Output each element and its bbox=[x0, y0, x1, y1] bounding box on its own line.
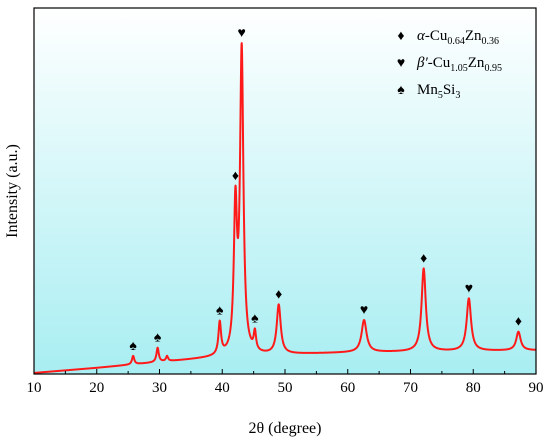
legend-marker: ♠ bbox=[397, 83, 405, 98]
xrd-pattern-line bbox=[33, 42, 537, 374]
x-tick-label: 80 bbox=[466, 380, 481, 396]
legend-marker: ♥ bbox=[397, 56, 405, 71]
peak-marker-spade: ♠ bbox=[129, 339, 137, 354]
peak-marker-heart: ♥ bbox=[465, 281, 473, 296]
y-axis-label: Intensity (a.u.) bbox=[4, 144, 21, 238]
peak-marker-diamond: ♦ bbox=[420, 251, 427, 266]
legend-marker: ♦ bbox=[397, 29, 404, 44]
peak-marker-heart: ♥ bbox=[238, 26, 246, 41]
peak-marker-diamond: ♦ bbox=[515, 315, 522, 330]
x-tick-label: 30 bbox=[152, 380, 167, 396]
x-tick-label: 50 bbox=[278, 380, 293, 396]
peak-marker-heart: ♥ bbox=[360, 303, 368, 318]
x-tick-label: 60 bbox=[340, 380, 355, 396]
x-tick-label: 20 bbox=[89, 380, 104, 396]
plot-background bbox=[34, 8, 536, 374]
legend-entry: β′-Cu1.05Zn0.95 bbox=[416, 55, 502, 74]
legend-entry: Mn5Si3 bbox=[417, 82, 460, 101]
peak-marker-diamond: ♦ bbox=[232, 169, 239, 184]
peak-marker-spade: ♠ bbox=[251, 311, 259, 326]
x-tick-label: 70 bbox=[403, 380, 418, 396]
x-axis-label: 2θ (degree) bbox=[249, 420, 322, 437]
peak-marker-diamond: ♦ bbox=[275, 287, 282, 302]
legend: ♦ α-Cu0.64Zn0.36 ♥ β′-Cu1.05Zn0.95 ♠ Mn5Si3 bbox=[397, 28, 502, 101]
x-tick-label: 40 bbox=[215, 380, 230, 396]
legend-entry: α-Cu0.64Zn0.36 bbox=[417, 28, 499, 47]
peak-marker-spade: ♠ bbox=[154, 331, 162, 346]
peak-marker-spade: ♠ bbox=[216, 304, 224, 319]
x-tick-label: 10 bbox=[27, 380, 42, 396]
x-tick-label: 90 bbox=[529, 380, 544, 396]
